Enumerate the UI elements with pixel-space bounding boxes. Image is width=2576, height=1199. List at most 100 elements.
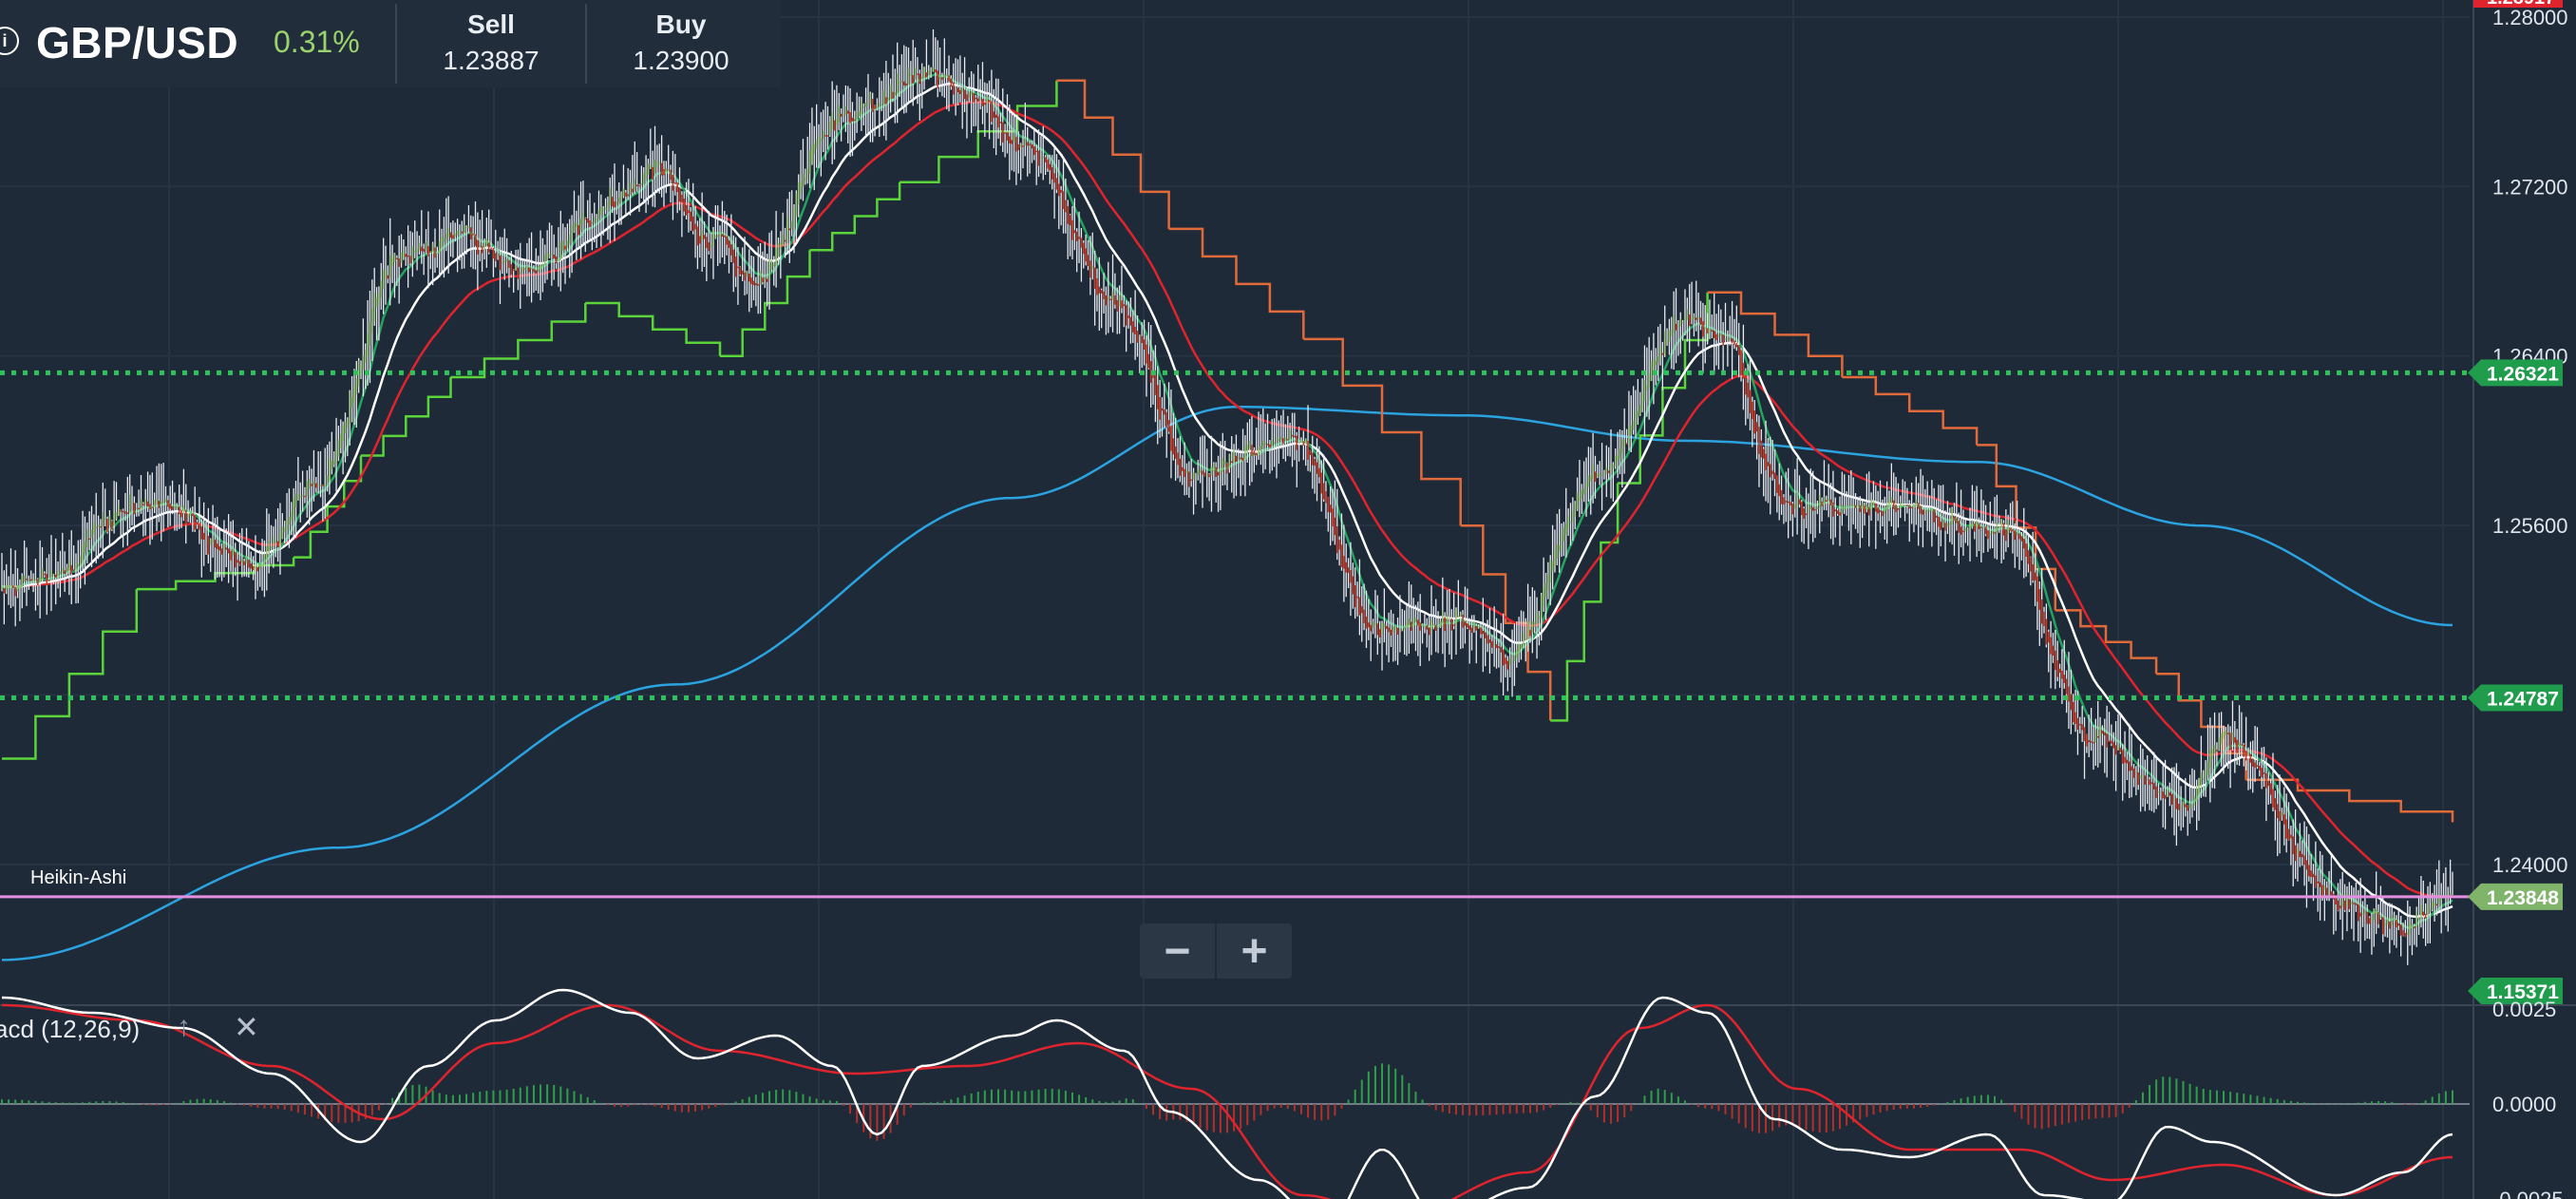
histogram-bar — [2020, 1104, 2023, 1119]
histogram-bar — [1441, 1104, 1444, 1113]
candle-body — [1075, 231, 1078, 241]
candle-body — [23, 575, 26, 582]
candle-body — [452, 235, 454, 239]
candle-body — [1563, 527, 1565, 542]
candle-body — [1544, 582, 1547, 598]
candle-body — [2081, 724, 2083, 731]
candle-body — [710, 245, 712, 248]
candle-body — [617, 198, 620, 203]
candle-body — [182, 505, 185, 514]
candle-body — [479, 245, 482, 248]
zoom-in-button[interactable]: + — [1241, 925, 1268, 977]
histogram-bar — [680, 1104, 683, 1113]
candle-body — [604, 207, 607, 211]
candle-body — [1776, 475, 1778, 493]
candle-body — [1019, 143, 1022, 147]
candle-body — [1890, 496, 1893, 504]
indicator-badge: 1.15371 — [2468, 978, 2563, 1004]
candle-body — [948, 75, 950, 82]
candle-body — [2375, 909, 2377, 915]
candle-body — [144, 498, 147, 504]
candle-body — [935, 69, 937, 73]
candle-body — [1396, 627, 1399, 636]
candle-body — [293, 498, 294, 517]
histogram-bar — [2101, 1104, 2104, 1118]
candle-body — [1520, 644, 1523, 649]
candle-body — [1686, 309, 1689, 320]
histogram-bar — [2404, 1104, 2407, 1106]
candle-body — [248, 559, 250, 568]
sell-button[interactable]: Sell 1.23887 — [401, 10, 581, 76]
candle-body — [2038, 589, 2041, 610]
candle-body — [443, 238, 445, 242]
histogram-bar — [2155, 1079, 2158, 1104]
candle-body — [838, 105, 841, 123]
candle-body — [1226, 463, 1228, 474]
buy-button[interactable]: Buy 1.23900 — [591, 10, 771, 76]
candle-body — [586, 218, 589, 223]
candle-body — [1793, 504, 1796, 509]
arrow-up-icon[interactable]: ↑ — [177, 1011, 191, 1042]
candle-body — [1684, 317, 1686, 323]
close-icon[interactable]: ✕ — [234, 1010, 259, 1044]
histogram-bar — [263, 1104, 266, 1109]
histogram-bar — [364, 1104, 367, 1119]
candle-body — [286, 519, 288, 530]
candle-body — [1511, 660, 1513, 662]
candle-body — [1733, 340, 1735, 345]
candle-body — [2406, 932, 2409, 936]
histogram-bar — [1515, 1104, 1518, 1113]
candle-body — [322, 485, 324, 486]
candle-body — [128, 494, 131, 513]
histogram-bar — [1347, 1099, 1350, 1104]
candle-body — [1617, 455, 1619, 462]
candle-body — [1659, 346, 1661, 360]
candle-body — [1984, 526, 1987, 535]
candle-body — [492, 247, 495, 259]
candle-body — [1093, 267, 1096, 290]
candle-body — [2052, 645, 2055, 657]
info-icon[interactable]: i — [0, 27, 19, 55]
histogram-bar — [1751, 1104, 1753, 1132]
candle-body — [2117, 745, 2119, 751]
zoom-out-button[interactable]: − — [1164, 925, 1191, 977]
histogram-bar — [553, 1084, 556, 1104]
candle-body — [1773, 472, 1776, 480]
candle-body — [1623, 439, 1626, 447]
candle-body — [502, 261, 503, 264]
candle-body — [465, 226, 467, 229]
histogram-bar — [1125, 1098, 1127, 1104]
candle-body — [126, 512, 129, 514]
histogram-bar — [2088, 1104, 2091, 1120]
histogram-bar — [34, 1100, 37, 1104]
candle-body — [596, 218, 597, 220]
candle-body — [2256, 765, 2259, 767]
candle-body — [1358, 597, 1361, 616]
candle-body — [2101, 731, 2104, 734]
histogram-bar — [1434, 1104, 1437, 1111]
candle-body — [561, 240, 564, 251]
histogram-bar — [156, 1104, 159, 1106]
histogram-bar — [229, 1102, 232, 1104]
histogram-bar — [2175, 1078, 2178, 1104]
histogram-bar — [2296, 1101, 2299, 1104]
histogram-bar — [882, 1104, 885, 1139]
histogram-bar — [1091, 1099, 1094, 1104]
candle-body — [2355, 903, 2358, 905]
histogram-bar — [1299, 1104, 1302, 1114]
candle-body — [2099, 724, 2101, 737]
histogram-bar — [1933, 1104, 1936, 1106]
candle-body — [843, 115, 844, 117]
candle-body — [1982, 526, 1985, 528]
histogram-bar — [135, 1104, 138, 1105]
histogram-bar — [1408, 1083, 1411, 1104]
candle-body — [97, 524, 100, 527]
histogram-bar — [687, 1104, 690, 1113]
candle-body — [739, 266, 742, 275]
candle-body — [1488, 639, 1491, 643]
grid — [0, 0, 2470, 1199]
candle-body — [624, 192, 627, 197]
histogram-bar — [1233, 1104, 1236, 1132]
candle-body — [142, 504, 144, 505]
